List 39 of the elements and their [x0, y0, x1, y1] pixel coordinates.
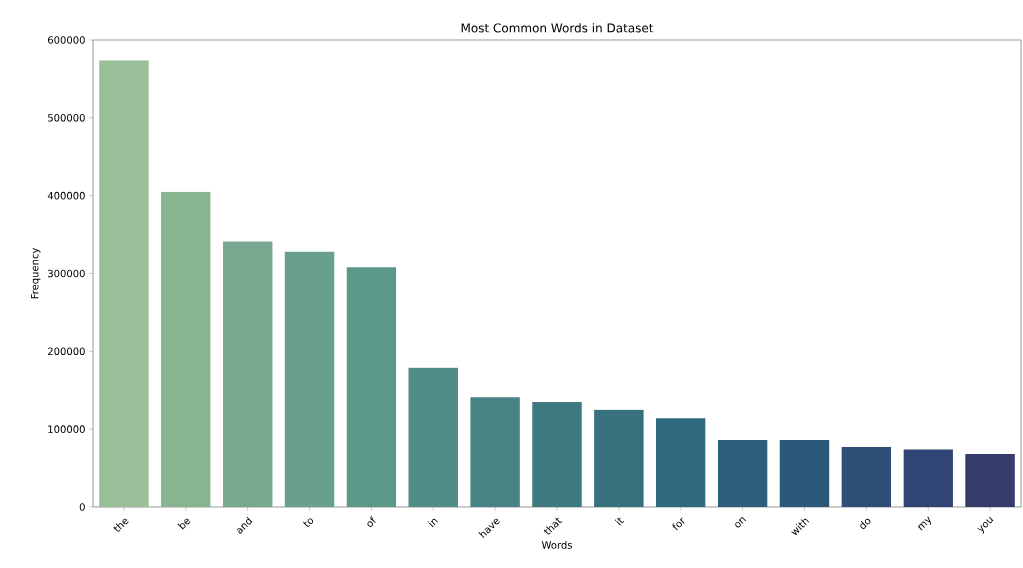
bar	[161, 191, 211, 507]
x-tick-label: the	[113, 518, 129, 532]
chart-title: Most Common Words in Dataset	[461, 23, 654, 33]
bar	[222, 241, 273, 507]
bar	[99, 60, 149, 507]
x-tick-label: and	[236, 516, 253, 534]
x-tick-label: with	[791, 518, 810, 536]
y-tick-label: 100000	[48, 425, 85, 433]
x-tick-label: that	[543, 517, 563, 535]
y-tick-label: 600000	[48, 36, 85, 44]
x-tick-label: my	[917, 516, 931, 531]
x-tick-label: do	[860, 518, 871, 529]
bar	[717, 440, 768, 507]
y-axis-title: Frequency	[31, 247, 41, 299]
bar	[532, 401, 582, 507]
bar	[965, 454, 1015, 507]
bar	[655, 418, 706, 507]
x-tick-label: it	[614, 517, 625, 526]
bar	[903, 449, 953, 507]
bar	[284, 251, 335, 507]
bar	[594, 409, 644, 507]
bar	[408, 367, 459, 507]
x-tick-label: of	[367, 515, 376, 527]
x-tick-label: be	[177, 518, 191, 530]
bar	[470, 397, 520, 507]
y-tick-label: 400000	[47, 191, 85, 200]
x-axis-title: Words	[541, 541, 572, 549]
x-tick-label: for	[672, 517, 685, 531]
y-tick-label: 300000	[48, 269, 85, 278]
bar	[841, 447, 892, 507]
bar	[779, 440, 830, 507]
y-tick-label: 0	[79, 503, 85, 511]
x-tick-label: you	[977, 516, 994, 534]
x-tick-label: on	[735, 517, 746, 528]
bar	[346, 267, 397, 507]
y-tick-label: 500000	[48, 114, 85, 122]
x-tick-label: in	[427, 518, 439, 528]
y-tick-label: 200000	[48, 347, 85, 356]
x-tick-label: to	[303, 518, 314, 527]
